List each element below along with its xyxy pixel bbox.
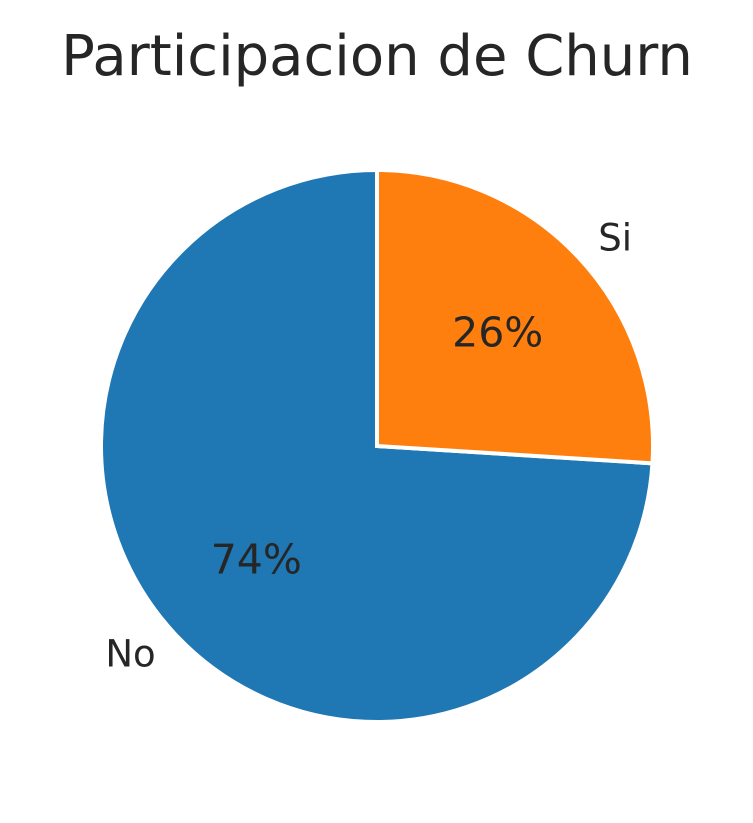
pie-percent-label-no: 74%: [211, 535, 302, 583]
pie-category-label-no: No: [105, 632, 155, 675]
pie-category-label-si: Si: [598, 217, 632, 260]
chart-title: Participacion de Churn: [61, 24, 693, 89]
pie-percent-label-si: 26%: [452, 309, 543, 357]
pie-labels: 74% No 26% Si: [105, 217, 632, 676]
pie-slices: [99, 167, 655, 724]
pie-slice-si: [375, 167, 655, 466]
